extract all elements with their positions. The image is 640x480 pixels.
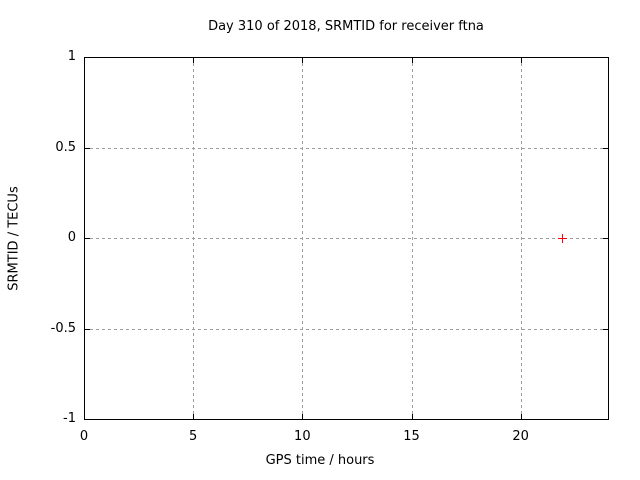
chart-title: Day 310 of 2018, SRMTID for receiver ftn…	[208, 19, 484, 34]
y-tick-label: 1	[67, 49, 76, 64]
y-tick-label: -0.5	[50, 320, 76, 336]
plot-border	[84, 57, 609, 420]
x-tick-label: 20	[512, 429, 529, 444]
x-tick-label: 5	[189, 429, 198, 444]
y-tick-label: -1	[63, 411, 76, 426]
x-tick-label: 0	[79, 429, 89, 444]
x-tick-label: 10	[294, 429, 311, 444]
y-tick-label: 0	[67, 230, 76, 245]
x-tick-label: 15	[403, 429, 420, 444]
y-tick-label: 0.5	[55, 139, 76, 155]
x-axis-label: GPS time / hours	[265, 453, 375, 468]
